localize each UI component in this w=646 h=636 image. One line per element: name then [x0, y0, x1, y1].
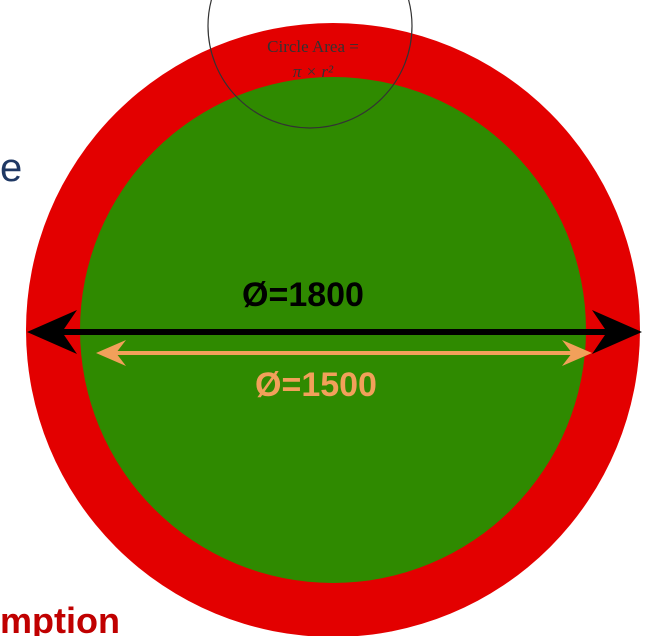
outer-diameter-label: Ø=1800	[242, 276, 364, 314]
formula-line-1: Circle Area =	[267, 37, 359, 56]
inner-diameter-label: Ø=1500	[255, 366, 377, 404]
formula-callout-circle	[207, 0, 413, 129]
inner-arrowhead-left	[96, 340, 126, 366]
formula-line-2: π × r²	[293, 62, 334, 81]
cropped-heading-fragment: e	[0, 146, 23, 190]
outer-diameter-arrow	[27, 310, 642, 354]
inner-diameter-arrow	[96, 340, 592, 366]
outer-arrowhead-right	[592, 310, 642, 354]
outer-arrowhead-left	[27, 310, 77, 354]
cropped-caption-fragment: mption	[0, 600, 120, 636]
inner-arrowhead-right	[562, 340, 592, 366]
